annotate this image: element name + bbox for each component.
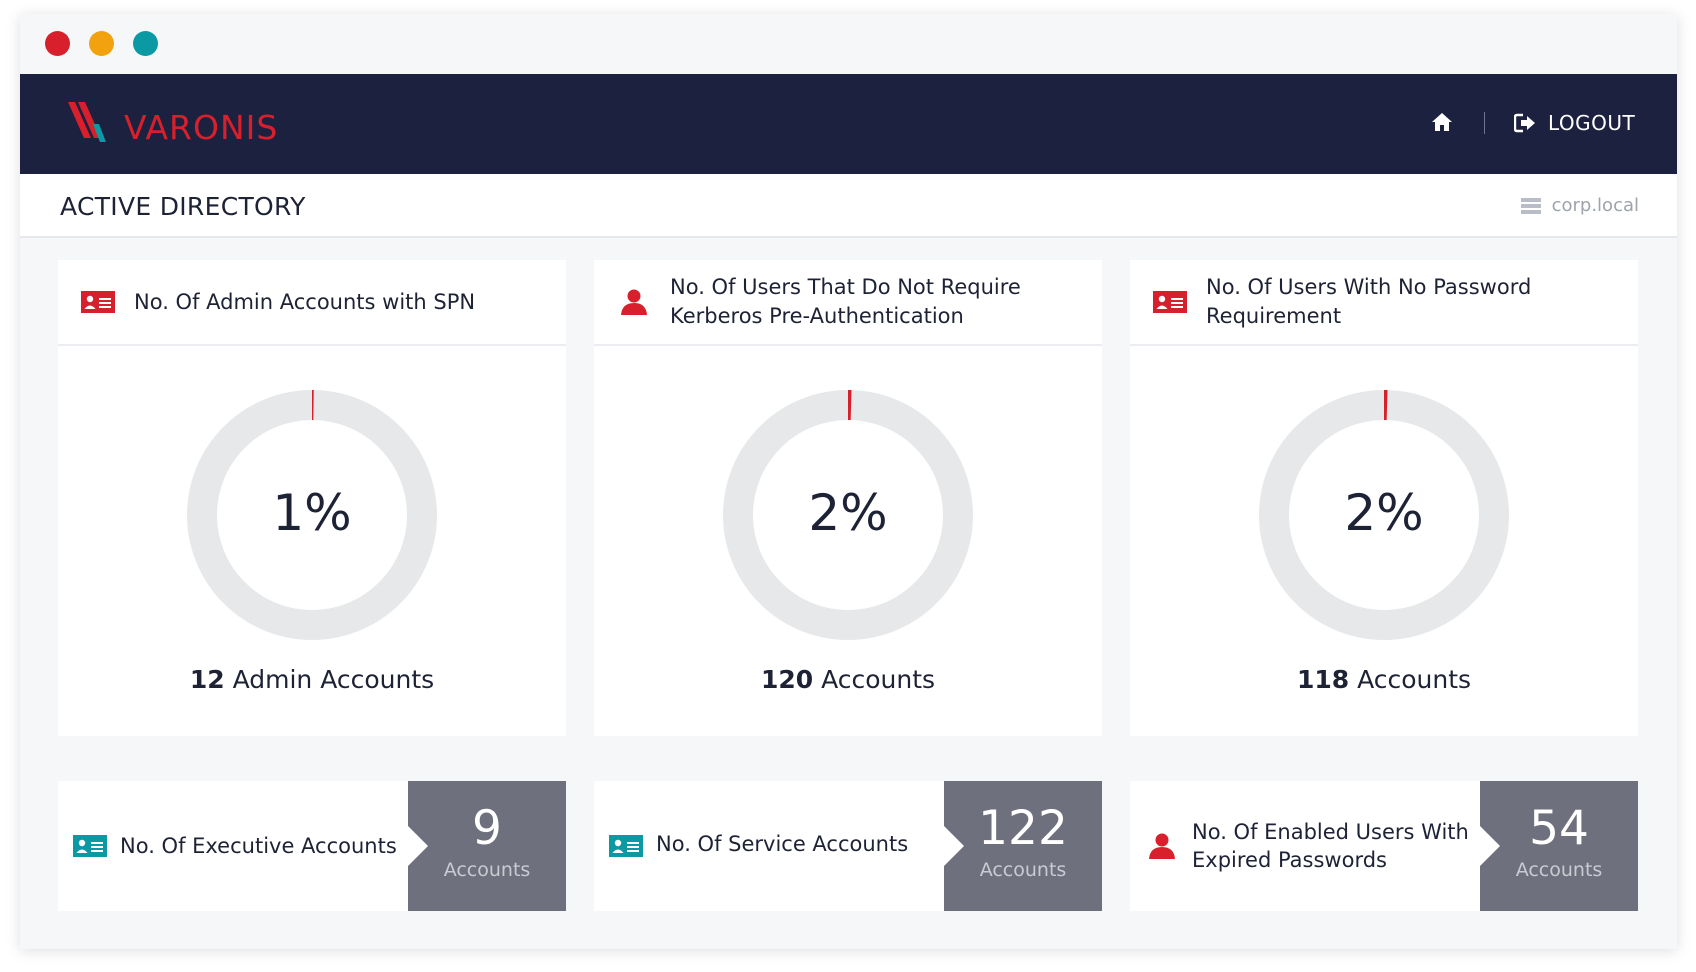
stat-value-box: 122 Accounts [943,781,1102,911]
stat-arrow [943,825,964,867]
card-header: No. Of Admin Accounts with SPN [58,260,566,346]
logo-text: VARONIS [124,108,279,147]
account-count: 120 Accounts [594,665,1102,694]
card-header: No. Of Users With No Password Requiremen… [1130,260,1638,346]
stat-arrow [1479,825,1500,867]
stat-expired-passwords[interactable]: No. Of Enabled Users With Expired Passwo… [1130,781,1638,911]
stat-value: 9 [472,801,502,856]
stat-unit: Accounts [979,859,1067,881]
id-card-icon [1153,291,1187,313]
stat-value: 122 [978,801,1068,856]
logout-button[interactable]: LOGOUT [1514,108,1635,138]
title-bar [20,14,1677,74]
domain-label: corp.local [1551,195,1639,216]
card-title: No. Of Users That Do Not Require Kerbero… [670,275,1021,328]
id-card-icon [81,291,115,313]
id-card-icon [73,835,107,857]
nav-divider [1484,112,1485,134]
page-header: ACTIVE DIRECTORY corp.local [20,174,1677,238]
card-title: No. Of Admin Accounts with SPN [134,289,476,314]
count-number: 118 [1296,665,1350,694]
top-navbar: VARONIS LOGOUT [20,74,1677,174]
donut-value-arc [187,390,437,640]
stat-value-box: 9 Accounts [407,781,566,911]
close-window-dot[interactable] [45,31,70,56]
stat-label: No. Of Executive Accounts [120,834,397,858]
card-header: No. Of Users That Do Not Require Kerbero… [594,260,1102,346]
app-window: VARONIS LOGOUT ACTIVE DIRECTORY corp.loc… [20,14,1677,949]
maximize-window-dot[interactable] [133,31,158,56]
minimize-window-dot[interactable] [89,31,114,56]
stat-value: 54 [1529,801,1589,856]
percent-value: 2% [1344,484,1424,542]
stat-executive-accounts[interactable]: No. Of Executive Accounts 9 Accounts [58,781,566,911]
user-icon [1149,833,1175,859]
user-icon [621,289,647,315]
page-title: ACTIVE DIRECTORY [60,192,306,221]
account-count: 118 Accounts [1130,665,1638,694]
percentage-donut [1259,390,1509,640]
stat-arrow [407,825,428,867]
card-kerberos-preauth: No. Of Users That Do Not Require Kerbero… [594,260,1102,736]
count-number: 12 [189,665,225,694]
percent-value: 1% [272,484,352,542]
varonis-logo[interactable]: VARONIS [68,102,308,148]
account-count: 12 Admin Accounts [58,665,566,694]
donut-value-arc [1259,390,1509,640]
logout-label: LOGOUT [1548,111,1636,135]
count-label: Admin Accounts [232,665,435,694]
count-number: 120 [760,665,814,694]
stat-label: No. Of Service Accounts [656,832,909,856]
logo-mark-icon [68,102,106,142]
stat-unit: Accounts [1515,859,1603,881]
percent-value: 2% [808,484,888,542]
domain-indicator[interactable]: corp.local [1520,195,1639,216]
percentage-donut [187,390,437,640]
logout-icon [1514,113,1535,133]
card-admin-spn: No. Of Admin Accounts with SPN 1% 12 Adm… [58,260,566,736]
stat-unit: Accounts [443,859,531,881]
home-icon[interactable] [1431,112,1453,132]
id-card-icon [609,835,643,857]
count-label: Accounts [1357,665,1472,694]
stat-label: No. Of Enabled Users With Expired Passwo… [1192,820,1469,872]
donut-value-arc [723,390,973,640]
card-title: No. Of Users With No Password Requiremen… [1206,275,1532,328]
card-no-password-requirement: No. Of Users With No Password Requiremen… [1130,260,1638,736]
server-icon [1520,197,1541,214]
stat-service-accounts[interactable]: No. Of Service Accounts 122 Accounts [594,781,1102,911]
stat-value-box: 54 Accounts [1479,781,1638,911]
percentage-donut [723,390,973,640]
count-label: Accounts [821,665,936,694]
